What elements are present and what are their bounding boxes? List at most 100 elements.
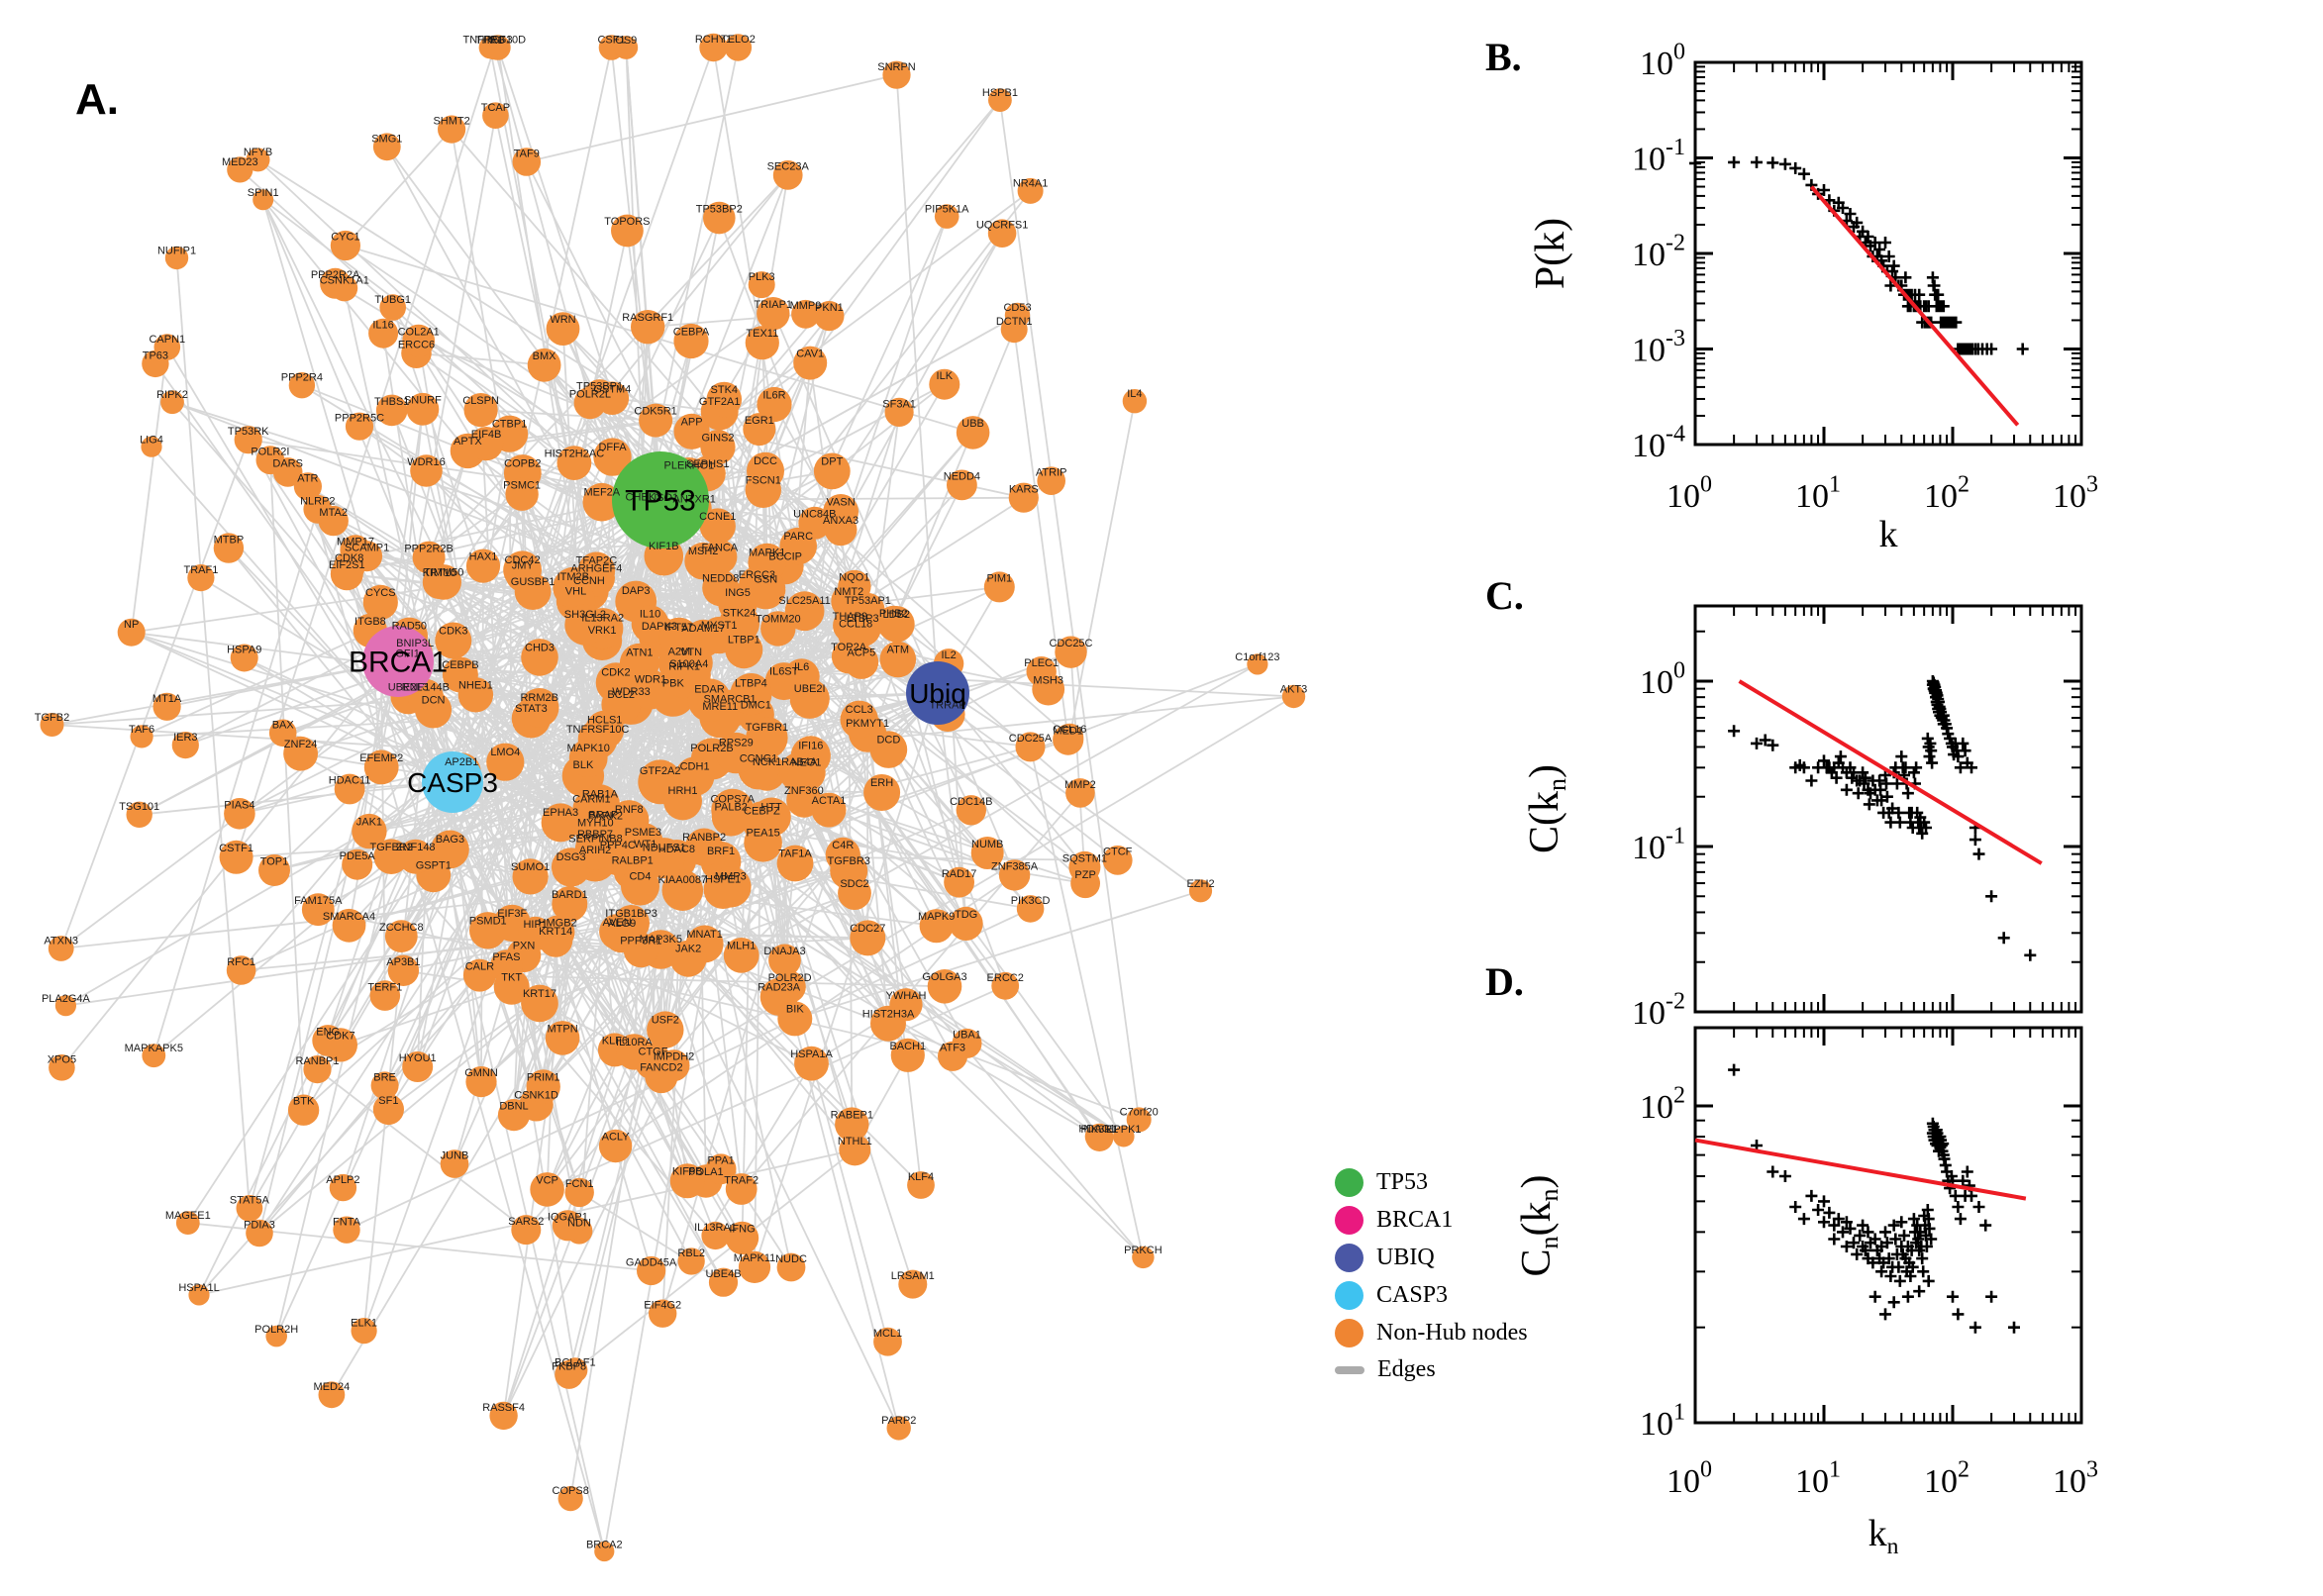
gene-label: TELO2 [721, 34, 756, 46]
gene-label: WDR1 [635, 673, 666, 685]
gene-label: CCNE1 [699, 511, 736, 523]
gene-label: CTGF [639, 1046, 668, 1057]
gene-label: SPIN1 [248, 187, 279, 199]
protein-network-graph: NHEJ1 CSTF1 APTX POLR2B ZNF24 USF2 KLF4 TFAP2C G… [35, 33, 1307, 1562]
gene-label: ARHGEF4 [570, 562, 622, 574]
gene-label: NUDC [775, 1253, 807, 1265]
gene-node [293, 472, 322, 501]
gene-node [661, 869, 704, 911]
gene-node [585, 710, 625, 749]
gene-node [898, 1269, 928, 1299]
hub-nodes [362, 451, 969, 813]
gene-node [1016, 895, 1045, 923]
gene-label: DAPK3 [642, 621, 677, 633]
gene-label: STAT5A [230, 1195, 270, 1207]
gene-label: RASSF4 [482, 1402, 525, 1414]
gene-label: UBE2I [794, 683, 826, 695]
hub-node-ubiq [906, 661, 969, 725]
legend-label: CASP3 [1376, 1282, 1449, 1308]
gene-label: RFC1 [227, 956, 255, 968]
gene-node [1084, 1124, 1110, 1149]
gene-label: KRT10 [423, 567, 456, 579]
gene-label: CYC1 [331, 232, 359, 244]
gene-label: SEC23A [767, 161, 810, 173]
gene-node [555, 1359, 584, 1389]
gene-node [541, 803, 580, 843]
gene-label: MMP17 [337, 536, 374, 548]
gene-node [611, 214, 644, 248]
gene-node [465, 1066, 497, 1098]
svg-text:100: 100 [1640, 658, 1685, 701]
gene-node [873, 1327, 902, 1356]
gene-label: WDR33 [612, 686, 651, 698]
gene-label: LRSAM1 [891, 1270, 935, 1282]
gene-label: CCNH [573, 575, 605, 587]
gene-label: CALR [465, 960, 494, 972]
gene-node [40, 713, 64, 737]
gene-label: APTX [454, 436, 482, 448]
gene-label: NEDD4 [944, 471, 980, 483]
gene-label: S100A4 [669, 658, 708, 670]
gene-label: TEX11 [746, 328, 778, 340]
gene-node [991, 971, 1020, 1000]
gene-node [333, 1216, 360, 1244]
gene-node [303, 1055, 332, 1084]
gene-label: SHMT2 [433, 116, 469, 128]
svg-text:101: 101 [1795, 1457, 1841, 1500]
gene-label: EZH2 [1186, 878, 1214, 890]
gene-node [703, 201, 736, 235]
gene-label: FKBP8 [552, 1360, 586, 1372]
gene-label: TGFB2 [35, 712, 69, 724]
gene-node [463, 393, 498, 428]
gene-node [465, 549, 501, 583]
gene-node [677, 1247, 705, 1275]
gene-label: MRE11 [702, 701, 738, 713]
gene-node [164, 246, 189, 270]
gene-label: RALBP1 [612, 855, 654, 867]
gene-label: TAF6 [129, 724, 154, 736]
plot-box [1693, 604, 2083, 1014]
gene-label: VASN [827, 497, 856, 509]
gene-node [368, 318, 399, 349]
gene-label: EIF4G2 [644, 1300, 681, 1312]
gene-label: SMARCA4 [323, 911, 375, 923]
gene-node [329, 1173, 357, 1202]
gene-label: RNF8 [615, 804, 644, 816]
gene-label: FANCA [701, 542, 738, 553]
gene-label: TDG [955, 909, 977, 921]
gene-label: EPHA3 [543, 807, 578, 819]
gene-label: UBE4B [705, 1268, 741, 1280]
hub-node-casp3 [422, 751, 483, 813]
legend-swatch-non-hub-nodes [1335, 1319, 1364, 1347]
gene-label: CAPN1 [149, 334, 185, 346]
gene-label: ALG9 [608, 918, 636, 930]
gene-node [564, 604, 606, 646]
gene-labels: NHEJ1 CSTF1 APTX POLR2B ZNF24 USF2 KLF4 TFAP2C G… [35, 34, 1307, 1551]
gene-label: NLRP2 [300, 495, 335, 507]
gene-label: MTPN [548, 1023, 578, 1035]
gene-label: SF1 [378, 1095, 398, 1107]
axis-label-text: k [1878, 514, 1898, 555]
legend-swatch-ubiq [1335, 1244, 1364, 1272]
gene-label: TRRAP [929, 699, 965, 711]
gene-label: BMX [533, 350, 557, 362]
gene-node [539, 923, 573, 957]
hub-label-ubiq: Ubiq [909, 678, 966, 709]
gene-node [435, 622, 472, 659]
gene-label: TP63 [143, 350, 168, 362]
gene-label: STK24 [723, 608, 757, 620]
gene-node [564, 1177, 594, 1208]
gene-node [234, 426, 262, 454]
gene-node [375, 394, 408, 427]
gene-label: ITGB1BP3 [605, 908, 657, 920]
gene-node [776, 1252, 806, 1282]
gene-label: EIF4B [471, 429, 502, 441]
gene-label: CSNK1A1 [320, 274, 369, 286]
gene-label: ADAM17 [681, 623, 725, 635]
gene-label: TUBG1 [374, 294, 411, 306]
gene-label: SDC2 [840, 878, 868, 890]
gene-label: DCN [422, 695, 446, 707]
gene-label: RIPK1 [668, 661, 700, 673]
gene-node [715, 732, 757, 774]
gene-label: CDC25A [1009, 733, 1053, 745]
